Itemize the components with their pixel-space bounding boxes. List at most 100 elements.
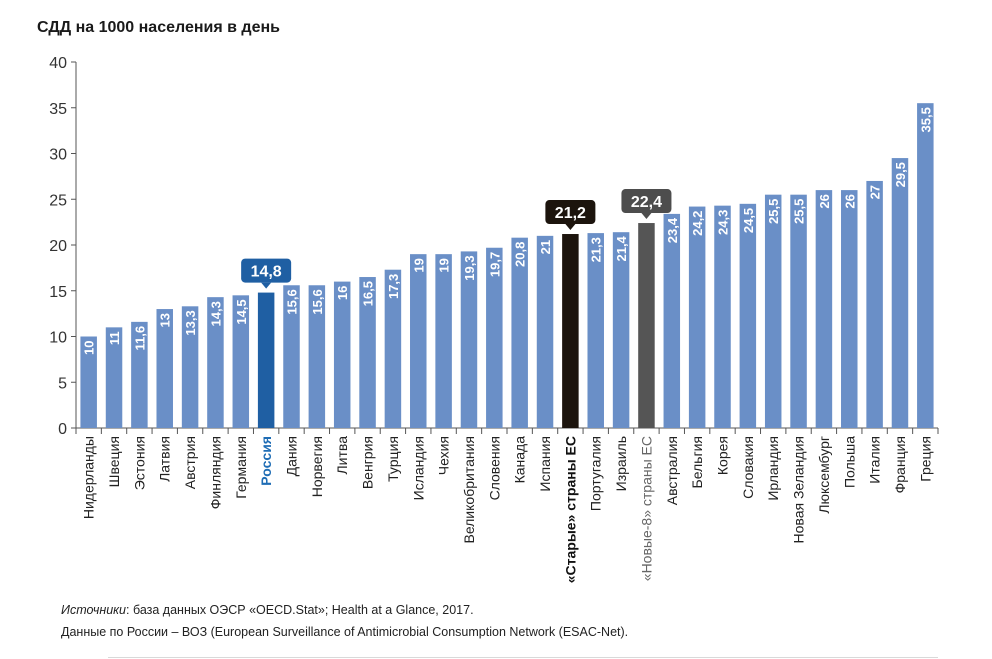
bar xyxy=(232,295,250,428)
source-line-1: Источники: база данных ОЭСР «OECD.Stat»;… xyxy=(61,603,474,617)
y-tick-label: 0 xyxy=(58,421,67,438)
bar-value-label: 17,3 xyxy=(386,274,401,299)
divider xyxy=(108,657,938,658)
bar-value-label: 24,3 xyxy=(716,210,731,235)
bar-value-label: 20,8 xyxy=(513,242,528,267)
bar-value-label: 24,2 xyxy=(690,211,705,236)
bar xyxy=(359,277,376,428)
bar-value-label: 13,3 xyxy=(183,310,198,335)
category-label: Польша xyxy=(841,436,857,488)
bar-value-label: 25,5 xyxy=(766,199,781,224)
bar xyxy=(156,309,173,428)
category-label: Израиль xyxy=(613,436,629,491)
bar-value-label: 11,6 xyxy=(132,326,147,351)
bar xyxy=(384,269,402,428)
bar xyxy=(917,103,934,429)
category-label: Великобритания xyxy=(461,436,477,544)
bar xyxy=(511,237,528,428)
y-tick-label: 30 xyxy=(49,147,67,164)
bar-value-label: 15,6 xyxy=(285,289,300,314)
bar xyxy=(105,327,123,428)
bar xyxy=(891,158,909,428)
bar xyxy=(207,297,224,428)
bar xyxy=(562,234,579,428)
category-label: «Новые-8» страны ЕС xyxy=(638,436,654,581)
bar-value-label: 21,3 xyxy=(589,237,604,262)
category-label: Франция xyxy=(892,436,908,493)
y-tick-label: 5 xyxy=(58,375,67,392)
bar-value-label: 11 xyxy=(107,331,122,345)
bar xyxy=(739,203,757,428)
bar-value-label: 16 xyxy=(335,286,350,300)
category-label: Канада xyxy=(512,436,528,484)
bar xyxy=(435,254,452,428)
category-label: Новая Зеландия xyxy=(791,436,807,543)
callout-pointer xyxy=(565,224,576,231)
category-label: Испания xyxy=(537,436,553,492)
bar xyxy=(612,232,630,428)
category-label: Германия xyxy=(233,436,249,499)
bar-value-label: 19 xyxy=(411,258,426,272)
bar-value-label: 26 xyxy=(817,194,832,208)
bar-value-label: 21,4 xyxy=(614,235,629,261)
bar xyxy=(841,190,858,428)
bar-value-label: 27 xyxy=(868,185,883,199)
category-label: Словения xyxy=(486,436,502,500)
bar xyxy=(80,336,97,428)
category-label: Нидерланды xyxy=(81,436,97,519)
bar-value-label: 23,4 xyxy=(665,217,680,243)
category-label: Венгрия xyxy=(360,436,376,489)
y-tick-label: 25 xyxy=(49,192,67,209)
callout-value-label: 22,4 xyxy=(631,194,662,211)
bar-value-label: 19,3 xyxy=(462,255,477,280)
bar xyxy=(257,292,275,428)
y-tick-label: 20 xyxy=(49,238,67,255)
category-label: Норвегия xyxy=(309,436,325,497)
callout-value-label: 14,8 xyxy=(251,264,282,281)
source-line-1-text: : база данных ОЭСР «OECD.Stat»; Health a… xyxy=(126,603,474,617)
bar-value-label: 21 xyxy=(538,240,553,254)
category-label: Австрия xyxy=(182,436,198,489)
bar-value-label: 14,5 xyxy=(234,299,249,324)
category-label: Чехия xyxy=(436,436,452,475)
category-label: Австралия xyxy=(664,436,680,505)
bar-value-label: 14,3 xyxy=(208,301,223,326)
category-label: Корея xyxy=(715,436,731,475)
bar xyxy=(663,213,681,428)
callout-pointer xyxy=(261,282,272,289)
bar xyxy=(283,285,300,428)
category-label: Португалия xyxy=(588,436,604,511)
callout-box xyxy=(545,200,596,225)
bar xyxy=(790,194,807,428)
bar xyxy=(131,321,148,428)
bar xyxy=(536,235,554,428)
category-label: Литва xyxy=(334,436,350,475)
category-label: Ирландия xyxy=(765,436,781,501)
bar-value-label: 25,5 xyxy=(792,199,807,224)
chart-title: СДД на 1000 населения в день xyxy=(37,19,280,36)
category-label: Греция xyxy=(917,436,933,482)
bar-chart: 0 5 10 15 20 25 30 35 40 10 Нидерланды 11 Швеция 11,6… xyxy=(49,55,939,583)
callout-box xyxy=(241,258,292,283)
y-tick-label: 35 xyxy=(49,101,67,118)
bar xyxy=(638,223,655,428)
bar xyxy=(587,233,604,428)
category-label: «Старые» страны ЕС xyxy=(562,436,578,583)
bar xyxy=(410,254,427,428)
callout-pointer xyxy=(641,213,652,220)
bar xyxy=(181,306,199,428)
bar xyxy=(714,205,731,428)
category-label: Россия xyxy=(258,436,274,486)
category-label: Люксембург xyxy=(816,436,832,514)
category-label: Турция xyxy=(385,436,401,482)
category-label: Бельгия xyxy=(689,436,705,488)
bar xyxy=(688,206,706,428)
callout-box xyxy=(621,189,672,214)
bar-value-label: 19 xyxy=(437,258,452,272)
y-tick-label: 10 xyxy=(49,330,67,347)
bar xyxy=(866,180,883,428)
bar-value-label: 24,5 xyxy=(741,208,756,233)
source-italic-label: Источники xyxy=(61,603,127,617)
category-label: Финляндия xyxy=(207,436,223,509)
bar-value-label: 10 xyxy=(82,341,97,355)
